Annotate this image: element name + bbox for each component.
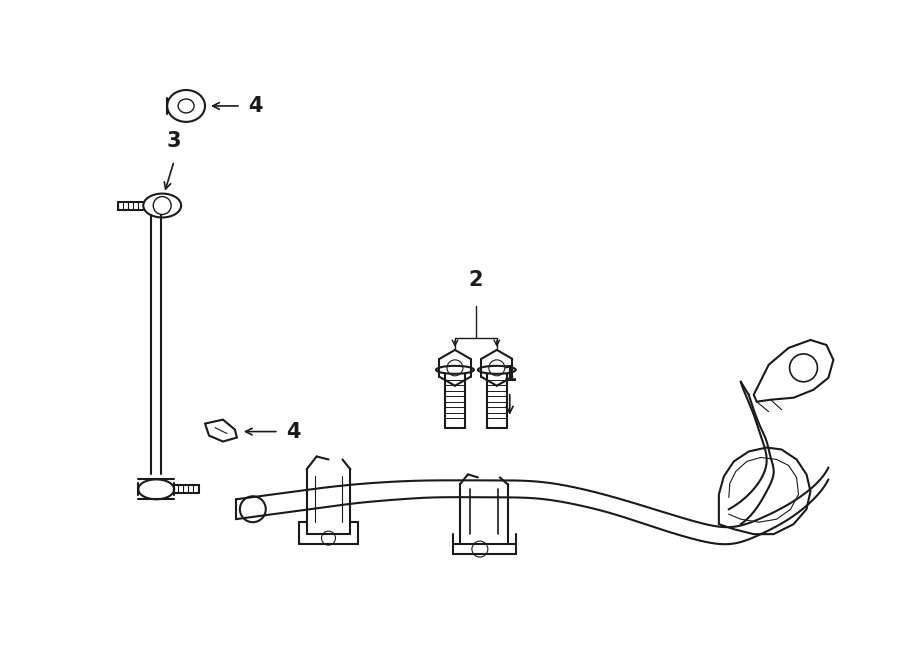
Text: 2: 2 <box>469 270 483 290</box>
Text: 1: 1 <box>502 365 517 385</box>
Text: 3: 3 <box>166 131 182 151</box>
Text: 4: 4 <box>248 96 263 116</box>
Text: 4: 4 <box>285 422 301 442</box>
